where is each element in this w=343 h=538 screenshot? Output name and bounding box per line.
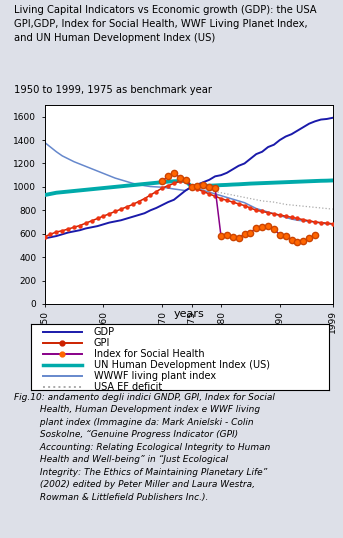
Text: WWWF living plant index: WWWF living plant index xyxy=(94,371,216,381)
Text: Index for Social Health: Index for Social Health xyxy=(94,349,204,359)
Text: Living Capital Indicators vs Economic growth (GDP): the USA
GPI,GDP, Index for S: Living Capital Indicators vs Economic gr… xyxy=(14,5,316,43)
Text: Fig.10: andamento degli indici GNDP, GPI, Index for Social
         Health, Huma: Fig.10: andamento degli indici GNDP, GPI… xyxy=(14,393,275,502)
Text: years: years xyxy=(173,309,204,319)
Text: UN Human Development Index (US): UN Human Development Index (US) xyxy=(94,360,270,370)
Text: USA EF deficit: USA EF deficit xyxy=(94,382,162,392)
Text: GPI: GPI xyxy=(94,338,110,348)
Text: GDP: GDP xyxy=(94,327,115,337)
Text: 1950 to 1999, 1975 as benchmark year: 1950 to 1999, 1975 as benchmark year xyxy=(14,85,212,95)
